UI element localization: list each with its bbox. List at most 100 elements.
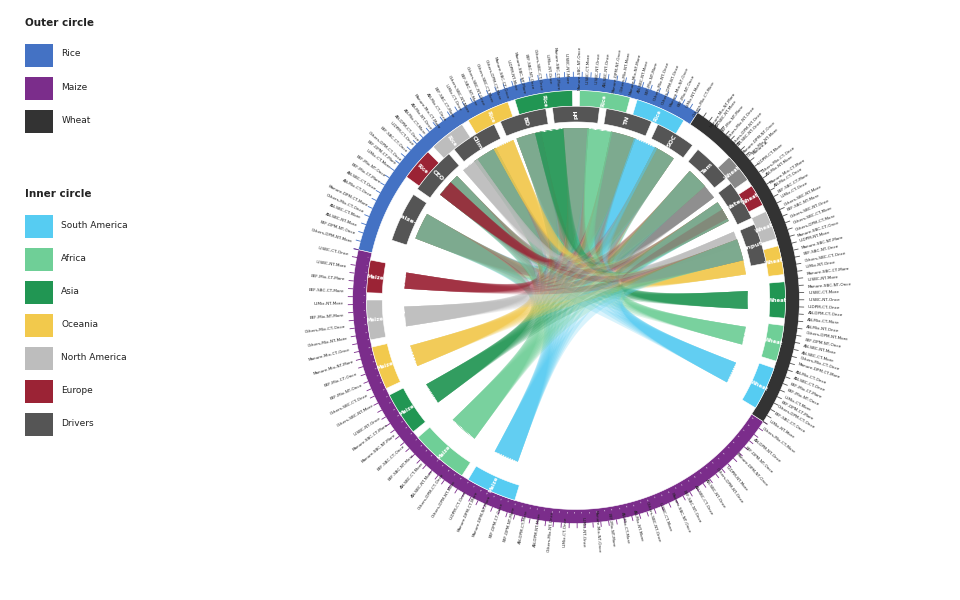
Text: Rice: Rice <box>653 109 662 122</box>
Text: U-SBC-CT-More: U-SBC-CT-More <box>586 53 591 83</box>
Text: AN-Mix-CT-More: AN-Mix-CT-More <box>807 318 840 325</box>
Text: Others-Mix-NT-More: Others-Mix-NT-More <box>747 128 780 158</box>
Text: 61: 61 <box>646 499 648 502</box>
Polygon shape <box>618 202 729 275</box>
Polygon shape <box>404 239 743 295</box>
Polygon shape <box>594 132 736 382</box>
Text: U-DPM-NT-More: U-DPM-NT-More <box>506 59 517 91</box>
Text: Others-DPM-NT-More: Others-DPM-NT-More <box>431 479 456 518</box>
Polygon shape <box>590 132 658 254</box>
Text: 44: 44 <box>520 504 522 507</box>
Polygon shape <box>493 140 743 280</box>
Text: TN: TN <box>624 116 631 127</box>
Polygon shape <box>453 202 729 439</box>
Text: 30: 30 <box>429 454 432 456</box>
Text: Manure-Mix-CT-Once: Manure-Mix-CT-Once <box>308 349 350 362</box>
Text: Manure-Mix-NT-More: Manure-Mix-NT-More <box>312 360 354 376</box>
Polygon shape <box>426 202 729 403</box>
Text: Manure-SBC-NT-Once: Manure-SBC-NT-Once <box>669 491 691 533</box>
Text: 38: 38 <box>478 488 480 491</box>
Text: Wheat: Wheat <box>768 298 787 302</box>
Polygon shape <box>474 148 728 270</box>
Polygon shape <box>608 148 746 344</box>
Text: U-Mix-NT-Once: U-Mix-NT-Once <box>805 260 836 269</box>
Polygon shape <box>464 132 560 257</box>
Polygon shape <box>583 128 636 252</box>
Text: EEF-SBC-CT-More: EEF-SBC-CT-More <box>433 86 454 118</box>
Text: Others-SBC-NT-Once: Others-SBC-NT-Once <box>465 66 485 107</box>
Polygon shape <box>493 140 729 269</box>
Text: 66: 66 <box>680 483 683 486</box>
Text: Others-DPM-CT-Once: Others-DPM-CT-Once <box>367 130 402 162</box>
FancyBboxPatch shape <box>25 44 53 67</box>
Text: AN-SBC-NT-More: AN-SBC-NT-More <box>803 344 836 356</box>
Polygon shape <box>603 138 743 280</box>
Text: Wheat: Wheat <box>764 257 783 266</box>
Polygon shape <box>358 77 698 253</box>
Text: 46: 46 <box>536 507 537 510</box>
Polygon shape <box>416 182 536 276</box>
Text: U-DPM-CT-Once: U-DPM-CT-Once <box>389 121 414 147</box>
Text: Others-Mix-NT-More: Others-Mix-NT-More <box>307 337 348 348</box>
Polygon shape <box>390 388 425 432</box>
Polygon shape <box>404 132 636 292</box>
Text: AN-SBC-NT-More: AN-SBC-NT-More <box>411 469 435 499</box>
Text: 37: 37 <box>471 484 474 487</box>
Text: South America: South America <box>61 221 128 230</box>
Text: 29: 29 <box>423 448 426 451</box>
Polygon shape <box>468 102 513 134</box>
Polygon shape <box>535 128 705 260</box>
Text: U-SBC-CT-More: U-SBC-CT-More <box>808 290 839 295</box>
Polygon shape <box>595 132 748 309</box>
Polygon shape <box>453 132 560 439</box>
Polygon shape <box>416 187 714 277</box>
Polygon shape <box>416 128 567 272</box>
Text: Rice: Rice <box>486 110 495 124</box>
Polygon shape <box>623 232 743 285</box>
Text: 19: 19 <box>381 387 384 389</box>
Polygon shape <box>426 171 705 403</box>
Text: Manure-SBC-CT-Once: Manure-SBC-CT-Once <box>797 221 840 238</box>
Text: AN-SBC-CT-Once: AN-SBC-CT-Once <box>346 170 376 191</box>
Polygon shape <box>621 202 748 309</box>
Text: Others-Mix-NT-Once: Others-Mix-NT-Once <box>653 61 671 101</box>
Polygon shape <box>404 132 557 326</box>
Polygon shape <box>718 184 752 225</box>
Polygon shape <box>453 132 636 439</box>
Text: AN-Mix-NT-More: AN-Mix-NT-More <box>765 154 794 176</box>
FancyBboxPatch shape <box>25 110 53 133</box>
Polygon shape <box>718 157 748 189</box>
Text: AN-SBC-CT-More: AN-SBC-CT-More <box>399 462 424 490</box>
Text: Rice: Rice <box>601 94 608 107</box>
Polygon shape <box>416 214 748 309</box>
Polygon shape <box>453 128 588 439</box>
Polygon shape <box>474 140 553 257</box>
FancyBboxPatch shape <box>25 215 53 238</box>
Text: U-Mix-CT-Once: U-Mix-CT-Once <box>563 517 567 547</box>
Polygon shape <box>410 239 743 366</box>
Text: Manure-DPM-NT-Once: Manure-DPM-NT-Once <box>612 48 622 93</box>
Polygon shape <box>404 202 729 326</box>
Polygon shape <box>440 182 743 283</box>
Text: EEF-SBC-NT-More: EEF-SBC-NT-More <box>387 453 415 481</box>
Text: Others-Mix-NT-Once: Others-Mix-NT-Once <box>726 106 756 140</box>
Polygon shape <box>624 239 748 309</box>
Text: U-SBC-NT-More: U-SBC-NT-More <box>315 260 347 269</box>
Text: Others-SBC-NT-Once: Others-SBC-NT-Once <box>645 501 661 542</box>
Text: 32: 32 <box>441 463 443 466</box>
Text: Manure-SBC-NT-More: Manure-SBC-NT-More <box>513 52 526 95</box>
Text: 21: 21 <box>388 400 391 403</box>
Polygon shape <box>609 148 748 309</box>
Polygon shape <box>584 128 674 255</box>
Text: AN-DPM-CT-Once: AN-DPM-CT-Once <box>394 113 420 142</box>
Polygon shape <box>608 148 739 275</box>
Text: 16: 16 <box>372 366 376 368</box>
Text: AN-SBC-CT-Once: AN-SBC-CT-Once <box>693 485 713 517</box>
Text: Wheat: Wheat <box>749 379 768 392</box>
Text: Manure-DPM-NT-Once: Manure-DPM-NT-Once <box>742 121 777 155</box>
Text: 20: 20 <box>384 394 387 396</box>
Polygon shape <box>440 148 674 265</box>
Polygon shape <box>493 128 588 254</box>
Text: AN-Mix-NT-More: AN-Mix-NT-More <box>633 509 644 542</box>
Polygon shape <box>440 132 559 262</box>
